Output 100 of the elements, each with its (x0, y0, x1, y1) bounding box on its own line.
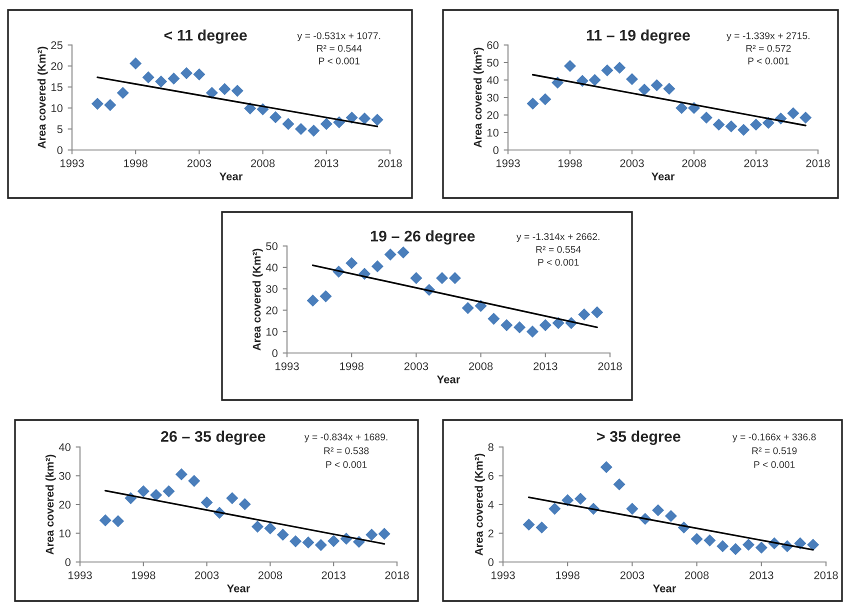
y-tick-label: 50 (487, 58, 499, 67)
text: y = -1.339x + 2715. (726, 32, 810, 42)
point (180, 67, 193, 80)
chart-title: 11 – 19 degree (586, 29, 690, 44)
point (206, 86, 218, 99)
x-axis-title: Year (219, 172, 243, 180)
point (244, 102, 256, 114)
point (526, 326, 539, 338)
point (282, 118, 294, 130)
y-tick-label: 5 (57, 125, 63, 134)
point (116, 86, 129, 99)
point (137, 485, 150, 498)
point (112, 515, 124, 528)
x-tick-label: 2018 (598, 362, 622, 370)
annotation: R² = 0.538 (324, 447, 369, 454)
x-tick-label: 2018 (814, 571, 838, 580)
chart-title: < 11 degree (164, 29, 247, 44)
x-tick-label: 2003 (187, 159, 212, 168)
x-tick-label: 2003 (620, 159, 644, 168)
text: y = -0.834x + 1689. (304, 434, 388, 442)
y-tick-label: 20 (51, 62, 63, 70)
x-tick-label: 2013 (322, 571, 346, 580)
point (600, 461, 612, 474)
x-tick-label: 2003 (404, 362, 428, 370)
point (371, 114, 384, 126)
point (306, 294, 319, 307)
point (676, 102, 688, 114)
y-tick-label: 30 (59, 472, 71, 480)
point (787, 107, 800, 120)
y-tick-label: 60 (487, 41, 499, 50)
point (514, 321, 526, 334)
point (700, 112, 712, 124)
x-tick-label: 1998 (556, 571, 580, 580)
point (154, 75, 168, 88)
point (264, 522, 276, 534)
point (276, 528, 289, 541)
y-tick-label: 10 (51, 104, 63, 112)
point (562, 494, 574, 506)
point (725, 120, 738, 132)
point (218, 83, 231, 96)
y-tick-label: 4 (488, 500, 494, 509)
point (800, 112, 812, 124)
x-axis-title: Year (436, 376, 460, 384)
point (591, 306, 604, 318)
x-tick-label: 1993 (275, 362, 299, 370)
x-tick-label: 2003 (195, 571, 219, 580)
point (384, 248, 396, 261)
point (302, 536, 314, 549)
x-tick-label: 2008 (682, 159, 706, 168)
point (626, 502, 638, 515)
point (320, 290, 332, 302)
point (664, 510, 678, 522)
point (314, 538, 327, 552)
chart-title: 19 – 26 degree (370, 230, 475, 245)
chart-title: 26 – 35 degree (161, 430, 266, 445)
y-tick-label: 0 (57, 146, 63, 154)
point (193, 68, 206, 80)
y-tick-label: 10 (266, 328, 278, 336)
y-tick-label: 40 (58, 443, 71, 452)
x-tick-label: 1993 (60, 159, 84, 168)
point (175, 468, 188, 480)
point (99, 514, 112, 526)
x-tick-label: 1993 (496, 159, 520, 168)
x-tick-label: 2008 (685, 571, 709, 580)
point (578, 308, 590, 321)
point (564, 60, 576, 72)
point (290, 535, 302, 548)
x-axis-title: Year (652, 584, 676, 592)
y-tick-label: 0 (488, 558, 494, 566)
point (638, 84, 650, 96)
annotation: R² = 0.519 (752, 447, 797, 454)
x-tick-label: 1993 (491, 571, 515, 580)
y-tick-label: 10 (487, 128, 499, 137)
point (378, 528, 390, 540)
point (448, 272, 462, 284)
x-tick-label: 1993 (68, 571, 92, 580)
point (548, 502, 561, 515)
annotation: P < 0.001 (538, 258, 579, 266)
point (142, 71, 154, 84)
x-tick-label: 1998 (132, 571, 156, 580)
point (755, 542, 768, 554)
point (226, 492, 238, 504)
x-axis-title: Year (651, 172, 675, 180)
point (130, 57, 142, 70)
point (168, 72, 180, 85)
x-tick-label: 1998 (124, 159, 148, 168)
point (539, 93, 552, 106)
point (366, 528, 378, 541)
y-tick-label: 50 (266, 242, 278, 250)
annotation: P < 0.001 (319, 58, 360, 64)
point (652, 504, 664, 516)
point (716, 540, 729, 552)
point (588, 74, 601, 86)
point (231, 84, 244, 97)
point (730, 543, 742, 556)
y-tick-label: 0 (65, 558, 71, 566)
y-axis-title: Area covered (Km²) (37, 46, 48, 148)
point (410, 272, 422, 284)
y-tick-label: 10 (59, 530, 71, 538)
x-tick-label: 1998 (340, 362, 364, 370)
